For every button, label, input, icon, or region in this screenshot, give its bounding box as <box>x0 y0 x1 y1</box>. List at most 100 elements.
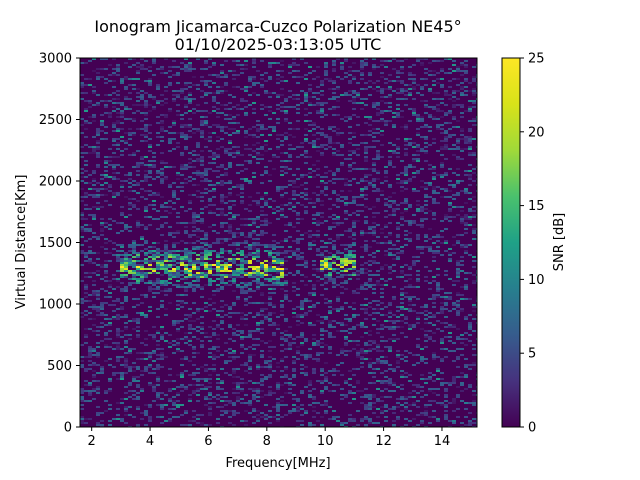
heatmap-cell <box>240 388 244 390</box>
heatmap-cell <box>176 110 180 112</box>
heatmap-cell <box>244 160 248 162</box>
heatmap-cell <box>388 60 392 62</box>
heatmap-cell <box>136 368 140 370</box>
heatmap-cell <box>320 270 324 272</box>
heatmap-cell <box>176 250 180 252</box>
heatmap-cell <box>432 92 436 94</box>
heatmap-cell <box>380 268 384 270</box>
heatmap-cell <box>184 332 188 334</box>
heatmap-cell <box>244 282 248 284</box>
heatmap-cell <box>224 268 228 270</box>
heatmap-cell <box>152 250 156 252</box>
heatmap-cell <box>84 110 88 112</box>
heatmap-cell <box>260 314 264 316</box>
heatmap-cell <box>280 60 284 62</box>
heatmap-cell <box>128 272 132 274</box>
heatmap-cell <box>132 240 136 242</box>
heatmap-cell <box>156 330 160 332</box>
heatmap-cell <box>376 188 380 190</box>
heatmap-cell <box>148 160 152 162</box>
heatmap-cell <box>228 128 232 130</box>
heatmap-cell <box>364 358 368 360</box>
heatmap-cell <box>308 384 312 386</box>
heatmap-cell <box>368 348 372 350</box>
heatmap-cell <box>328 140 332 142</box>
heatmap-cell <box>220 252 224 254</box>
heatmap-cell <box>248 80 252 82</box>
heatmap-cell <box>328 310 332 312</box>
heatmap-cell <box>164 254 168 256</box>
heatmap-cell <box>84 144 88 146</box>
heatmap-cell <box>128 260 132 262</box>
heatmap-cell <box>364 98 368 100</box>
heatmap-cell <box>288 66 292 68</box>
heatmap-cell <box>128 182 132 184</box>
heatmap-cell <box>112 164 116 166</box>
heatmap-cell <box>352 152 356 154</box>
heatmap-cell <box>400 376 404 378</box>
heatmap-cell <box>280 260 284 262</box>
heatmap-cell <box>104 252 108 254</box>
heatmap-cell <box>472 94 476 96</box>
heatmap-cell <box>300 334 304 336</box>
heatmap-cell <box>444 250 448 252</box>
heatmap-cell <box>452 350 456 352</box>
heatmap-cell <box>360 304 364 306</box>
heatmap-cell <box>172 124 176 126</box>
heatmap-cell <box>456 84 460 86</box>
heatmap-cell <box>388 94 392 96</box>
heatmap-cell <box>404 372 408 374</box>
heatmap-cell <box>336 308 340 310</box>
heatmap-cell <box>372 256 376 258</box>
heatmap-cell <box>272 278 276 280</box>
heatmap-cell <box>200 296 204 298</box>
heatmap-cell <box>152 200 156 202</box>
heatmap-cell <box>400 90 404 92</box>
heatmap-cell <box>288 222 292 224</box>
heatmap-cell <box>364 148 368 150</box>
heatmap-cell <box>368 280 372 282</box>
heatmap-cell <box>396 316 400 318</box>
heatmap-cell <box>416 386 420 388</box>
heatmap-cell <box>84 272 88 274</box>
heatmap-cell <box>220 278 224 280</box>
heatmap-cell <box>424 78 428 80</box>
heatmap-cell <box>180 338 184 340</box>
heatmap-cell <box>156 262 160 264</box>
heatmap-cell <box>164 178 168 180</box>
heatmap-cell <box>188 82 192 84</box>
heatmap-cell <box>260 232 264 234</box>
heatmap-cell <box>468 364 472 366</box>
heatmap-cell <box>312 260 316 262</box>
heatmap-cell <box>140 250 144 252</box>
heatmap-cell <box>188 314 192 316</box>
heatmap-cell <box>256 244 260 246</box>
heatmap-cell <box>236 334 240 336</box>
heatmap-cell <box>320 216 324 218</box>
heatmap-cell <box>116 232 120 234</box>
heatmap-cell <box>156 266 160 268</box>
heatmap-cell <box>440 116 444 118</box>
heatmap-cell <box>232 106 236 108</box>
heatmap-cell <box>280 194 284 196</box>
heatmap-cell <box>200 96 204 98</box>
heatmap-cell <box>100 314 104 316</box>
heatmap-cell <box>332 260 336 262</box>
heatmap-cell <box>440 70 444 72</box>
heatmap-cell <box>372 162 376 164</box>
heatmap-cell <box>212 190 216 192</box>
heatmap-cell <box>368 372 372 374</box>
heatmap-cell <box>148 264 152 266</box>
heatmap-cell <box>276 384 280 386</box>
heatmap-cell <box>288 156 292 158</box>
heatmap-cell <box>340 306 344 308</box>
heatmap-cell <box>464 366 468 368</box>
heatmap-cell <box>132 298 136 300</box>
heatmap-cell <box>84 176 88 178</box>
heatmap-cell <box>120 266 124 268</box>
heatmap-cell <box>120 260 124 262</box>
heatmap-cell <box>116 254 120 256</box>
heatmap-cell <box>164 252 168 254</box>
heatmap-cell <box>100 230 104 232</box>
heatmap-cell <box>144 102 148 104</box>
